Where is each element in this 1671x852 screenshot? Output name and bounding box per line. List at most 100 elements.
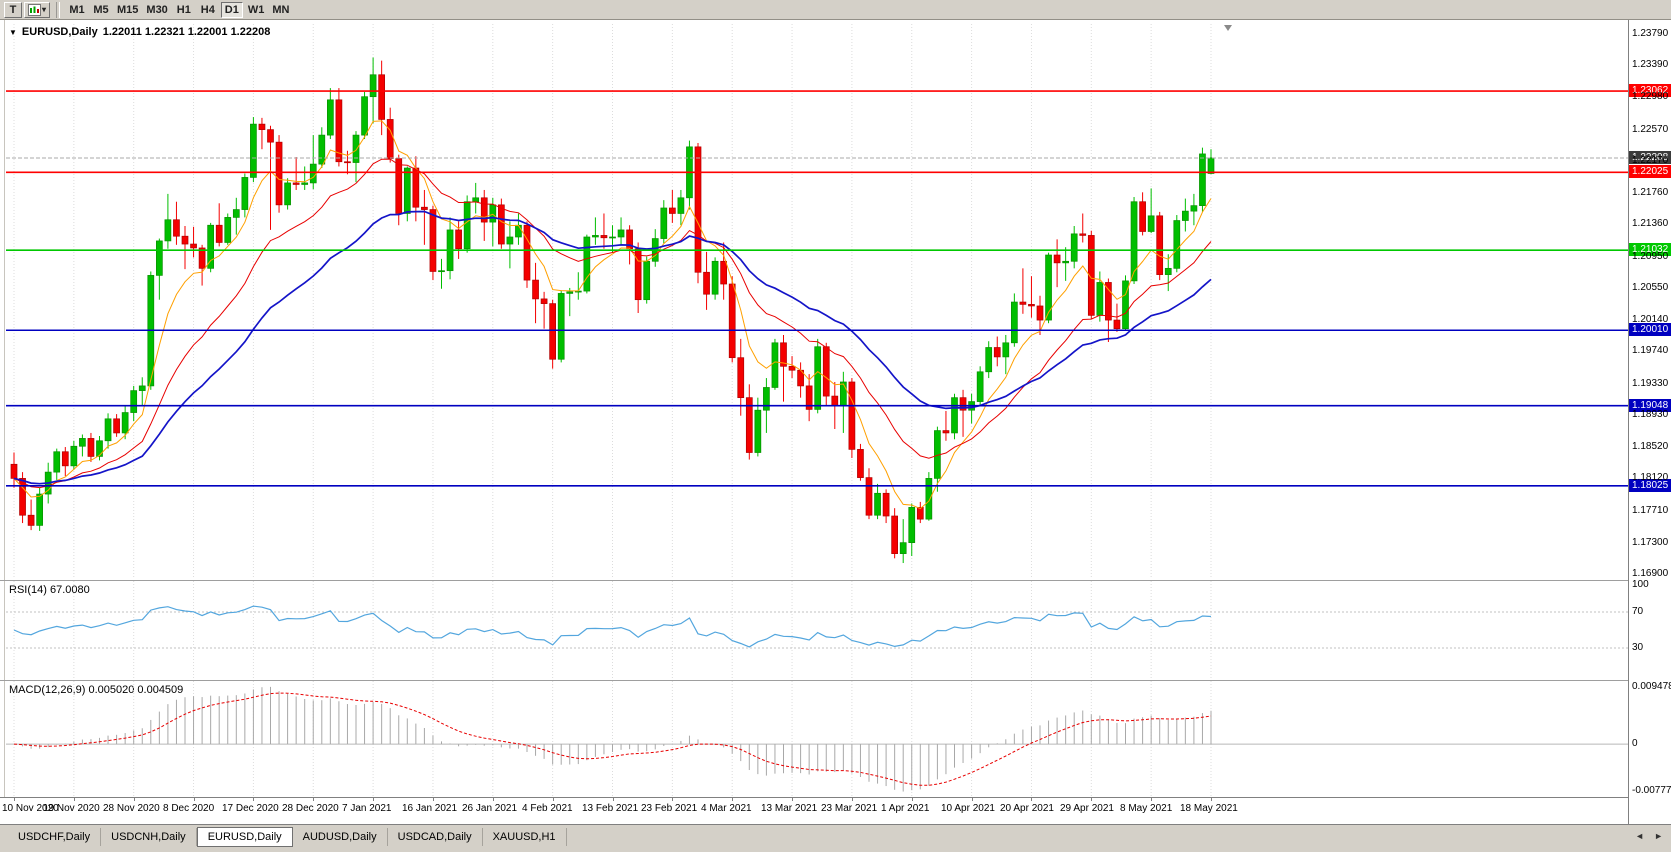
price-axis-label: 1.22980: [1632, 91, 1669, 102]
date-tick: [852, 798, 853, 801]
slow-ma-line: [13, 210, 1212, 485]
date-tick: [912, 798, 913, 801]
date-axis-label: 13 Feb 2021: [582, 803, 639, 814]
date-axis-label: 18 May 2021: [1180, 803, 1238, 814]
chart-window: ▼ EURUSD,Daily 1.22011 1.22321 1.22001 1…: [0, 20, 1671, 824]
date-tick: [373, 798, 374, 801]
date-axis-label: 7 Jan 2021: [342, 803, 392, 814]
toolbar: T ▾ M1 M5 M15 M30 H1 H4 D1 W1 MN: [0, 0, 1671, 20]
price-line-badge: 1.19048: [1629, 399, 1671, 412]
date-axis-label: 17 Dec 2020: [222, 803, 279, 814]
date-tick: [14, 798, 15, 801]
rsi-pane-separator[interactable]: [0, 580, 1628, 581]
date-axis: 10 Nov 2020 19 Nov 2020 28 Nov 2020 8 Dec 2…: [0, 797, 1628, 824]
price-line-badge: 1.20010: [1629, 323, 1671, 336]
date-axis-label: 19 Nov 2020: [43, 803, 100, 814]
price-axis-label: 1.21360: [1632, 218, 1669, 229]
date-tick: [433, 798, 434, 801]
chart-template-button[interactable]: ▾: [24, 1, 50, 18]
tab-usdchf-daily[interactable]: USDCHF,Daily: [8, 828, 102, 846]
date-tick: [613, 798, 614, 801]
timeframe-h4-button[interactable]: H4: [200, 3, 215, 16]
rsi-pane-canvas[interactable]: [6, 581, 1628, 679]
timeframe-group: M1 M5 M15 M30 H1 H4 D1 W1 MN: [65, 1, 293, 18]
price-axis-label: 1.18520: [1632, 441, 1669, 452]
tab-audusd-daily[interactable]: AUDUSD,Daily: [293, 828, 388, 846]
price-axis-label: 1.22570: [1632, 124, 1669, 135]
medium-ma-line: [13, 158, 1212, 489]
chart-menu-arrow-icon[interactable]: ▼: [9, 27, 17, 37]
toolbar-button-t[interactable]: T: [4, 1, 22, 18]
timeframe-m5-button[interactable]: M5: [93, 3, 109, 16]
date-axis-label: 26 Jan 2021: [462, 803, 518, 814]
macd-axis-label: 0: [1632, 738, 1638, 749]
price-line-badge: 1.23062: [1629, 84, 1671, 97]
macd-label: MACD(12,26,9) 0.005020 0.004509: [9, 684, 184, 696]
price-axis-label: 1.23390: [1632, 59, 1669, 70]
rsi-axis-label: 100: [1632, 579, 1649, 590]
macd-pane-canvas[interactable]: [6, 681, 1628, 797]
date-tick: [194, 798, 195, 801]
tab-eurusd-daily[interactable]: EURUSD,Daily: [196, 827, 293, 847]
date-axis-label: 4 Feb 2021: [522, 803, 573, 814]
chart-symbol-period: EURUSD,Daily: [21, 26, 98, 38]
date-tick: [1091, 798, 1092, 801]
tab-xauusd-h1[interactable]: XAUUSD,H1: [483, 828, 567, 846]
price-line-badge: 1.21032: [1629, 243, 1671, 256]
price-axis-label: 1.17300: [1632, 537, 1669, 548]
date-axis-label: 10 Nov 2020: [2, 803, 59, 814]
price-line-badge: 1.18025: [1629, 479, 1671, 492]
timeframe-d1-button[interactable]: D1: [220, 1, 243, 18]
date-tick: [74, 798, 75, 801]
date-axis-label: 16 Jan 2021: [402, 803, 458, 814]
price-axis-label: 1.23790: [1632, 28, 1669, 39]
tabs-scroll-right-button[interactable]: ►: [1654, 831, 1663, 841]
date-tick: [553, 798, 554, 801]
price-axis-label: 1.18120: [1632, 472, 1669, 483]
date-axis-label: 23 Mar 2021: [821, 803, 878, 814]
date-tick: [792, 798, 793, 801]
timeframe-m30-button[interactable]: M30: [146, 3, 168, 16]
chart-tab-strip: USDCHF,Daily USDCNH,Daily EURUSD,Daily AUDU…: [8, 827, 1671, 847]
chart-title: ▼ EURUSD,Daily 1.22011 1.22321 1.22001 1…: [9, 26, 270, 38]
date-axis-label: 4 Mar 2021: [701, 803, 752, 814]
date-tick: [253, 798, 254, 801]
date-tick: [732, 798, 733, 801]
macd-signal-line: [13, 692, 1212, 786]
date-tick: [972, 798, 973, 801]
date-tick: [672, 798, 673, 801]
date-tick: [1031, 798, 1032, 801]
date-axis-label: 23 Feb 2021: [641, 803, 698, 814]
price-axis-label: 1.19330: [1632, 378, 1669, 389]
price-axis-label: 1.17710: [1632, 505, 1669, 516]
date-axis-label: 8 Dec 2020: [163, 803, 215, 814]
macd-axis-label: 0.009478: [1632, 681, 1671, 692]
date-axis-label: 10 Apr 2021: [941, 803, 995, 814]
macd-histogram: [22, 686, 1212, 792]
price-axis-label: 1.20950: [1632, 251, 1669, 262]
price-line-badge: 1.22025: [1629, 165, 1671, 178]
timeframe-h1-button[interactable]: H1: [176, 3, 191, 16]
tab-usdcad-daily[interactable]: USDCAD,Daily: [388, 828, 483, 846]
price-axis: 1.23062 1.22025 1.21032 1.20010 1.19048 1.180…: [1628, 20, 1671, 824]
price-chart-canvas[interactable]: [6, 24, 1628, 579]
price-axis-label: 1.20550: [1632, 282, 1669, 293]
date-axis-label: 13 Mar 2021: [761, 803, 818, 814]
chart-shift-marker[interactable]: [1224, 25, 1232, 31]
chevron-down-icon: ▾: [41, 5, 46, 14]
rsi-line: [13, 605, 1212, 648]
chart-template-icon: [27, 3, 41, 16]
date-axis-label: 28 Nov 2020: [103, 803, 160, 814]
tabs-scroll-left-button[interactable]: ◄: [1635, 831, 1645, 841]
date-tick: [313, 798, 314, 801]
timeframe-m1-button[interactable]: M1: [69, 3, 85, 16]
timeframe-w1-button[interactable]: W1: [247, 3, 265, 16]
toolbar-separator: [56, 1, 60, 18]
tab-usdcnh-daily[interactable]: USDCNH,Daily: [101, 828, 197, 846]
timeframe-m15-button[interactable]: M15: [117, 3, 139, 16]
chart-tab-bar: USDCHF,Daily USDCNH,Daily EURUSD,Daily AUDU…: [0, 824, 1671, 852]
macd-pane-separator[interactable]: [0, 680, 1628, 681]
timeframe-mn-button[interactable]: MN: [272, 3, 290, 16]
price-axis-label: 1.16900: [1632, 568, 1669, 579]
date-tick: [1211, 798, 1212, 801]
